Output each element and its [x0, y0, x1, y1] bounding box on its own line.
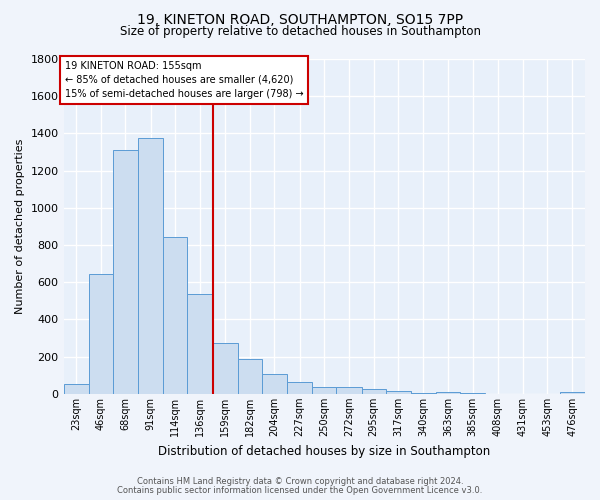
- Bar: [560, 392, 585, 394]
- Bar: [436, 392, 460, 394]
- Text: Size of property relative to detached houses in Southampton: Size of property relative to detached ho…: [119, 25, 481, 38]
- Bar: [460, 393, 485, 394]
- Bar: [89, 274, 113, 394]
- Bar: [64, 384, 89, 394]
- Bar: [362, 389, 386, 394]
- Text: 19, KINETON ROAD, SOUTHAMPTON, SO15 7PP: 19, KINETON ROAD, SOUTHAMPTON, SO15 7PP: [137, 12, 463, 26]
- Bar: [138, 138, 163, 394]
- Text: 19 KINETON ROAD: 155sqm
← 85% of detached houses are smaller (4,620)
15% of semi: 19 KINETON ROAD: 155sqm ← 85% of detache…: [65, 61, 303, 99]
- Bar: [187, 294, 212, 394]
- Bar: [212, 342, 238, 394]
- Text: Contains public sector information licensed under the Open Government Licence v3: Contains public sector information licen…: [118, 486, 482, 495]
- Bar: [113, 150, 138, 394]
- Bar: [411, 393, 436, 394]
- Text: Contains HM Land Registry data © Crown copyright and database right 2024.: Contains HM Land Registry data © Crown c…: [137, 477, 463, 486]
- Bar: [337, 388, 362, 394]
- Bar: [262, 374, 287, 394]
- Bar: [312, 388, 337, 394]
- Bar: [287, 382, 312, 394]
- Y-axis label: Number of detached properties: Number of detached properties: [15, 139, 25, 314]
- Bar: [238, 360, 262, 394]
- X-axis label: Distribution of detached houses by size in Southampton: Distribution of detached houses by size …: [158, 444, 490, 458]
- Bar: [163, 236, 187, 394]
- Bar: [386, 391, 411, 394]
